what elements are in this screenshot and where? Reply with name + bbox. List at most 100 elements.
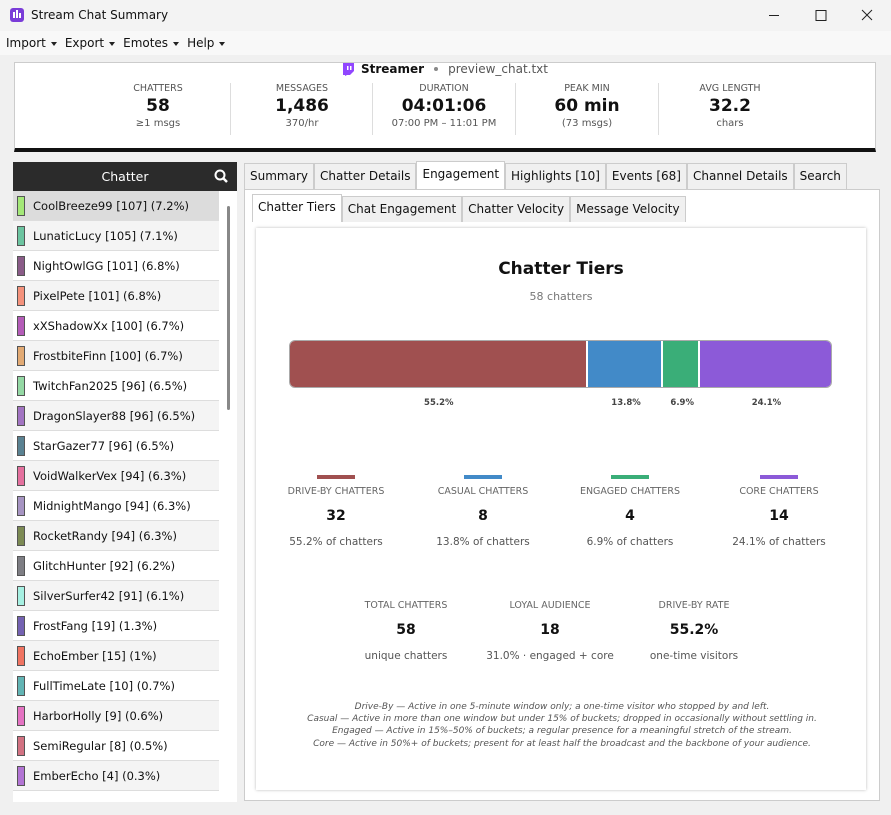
stat-sub: 370/hr bbox=[285, 118, 319, 129]
sub-tab[interactable]: Chatter Velocity bbox=[462, 196, 571, 222]
tab[interactable]: Chatter Details bbox=[314, 163, 417, 189]
tier-note: Drive-By — Active in one 5-minute window… bbox=[354, 702, 770, 712]
chatter-row[interactable]: CoolBreeze99 [107] (7.2%) bbox=[13, 191, 219, 221]
tab[interactable]: Highlights [10] bbox=[505, 163, 606, 189]
chatter-row[interactable]: FullTimeLate [10] (0.7%) bbox=[13, 671, 219, 701]
divider bbox=[372, 83, 373, 135]
divider bbox=[515, 83, 516, 135]
stream-info: Streamer preview_chat.txt bbox=[15, 61, 875, 77]
chatter-row[interactable]: NightOwlGG [101] (6.8%) bbox=[13, 251, 219, 281]
color-swatch bbox=[17, 465, 25, 486]
color-swatch bbox=[17, 705, 25, 726]
stat-value: 32.2 bbox=[709, 96, 751, 116]
chatter-row[interactable]: LunaticLucy [105] (7.1%) bbox=[13, 221, 219, 251]
stat-sub: chars bbox=[716, 118, 744, 129]
stat: CHATTERS 58 ≥1 msgs bbox=[87, 83, 230, 129]
color-swatch bbox=[17, 615, 25, 636]
divider bbox=[658, 83, 659, 135]
stat-label: AVG LENGTH bbox=[699, 83, 761, 94]
tier-share: 55.2% of chatters bbox=[289, 536, 383, 548]
stat: MESSAGES 1,486 370/hr bbox=[231, 83, 374, 129]
segment-percent: 24.1% bbox=[751, 398, 782, 408]
stat: DURATION 04:01:06 07:00 PM – 11:01 PM bbox=[373, 83, 516, 129]
chatter-row[interactable]: TwitchFan2025 [96] (6.5%) bbox=[13, 371, 219, 401]
main-tabs: Summary Chatter Details Engagement Highligh… bbox=[244, 161, 847, 189]
twitch-icon bbox=[343, 62, 354, 76]
chatter-row[interactable]: HarborHolly [9] (0.6%) bbox=[13, 701, 219, 731]
chatter-row[interactable]: GlitchHunter [92] (6.2%) bbox=[13, 551, 219, 581]
color-swatch bbox=[17, 345, 25, 366]
tab[interactable]: Channel Details bbox=[686, 163, 794, 189]
tier-share: 6.9% of chatters bbox=[586, 536, 674, 548]
color-swatch bbox=[17, 645, 25, 666]
chatter-label: HarborHolly [9] (0.6%) bbox=[33, 708, 164, 723]
chatter-label: TwitchFan2025 [96] (6.5%) bbox=[33, 378, 188, 393]
chatter-list: CoolBreeze99 [107] (7.2%) LunaticLucy [10… bbox=[13, 191, 237, 791]
window-title: Stream Chat Summary bbox=[31, 8, 169, 22]
color-swatch bbox=[17, 405, 25, 426]
chatter-label: SemiRegular [8] (0.5%) bbox=[33, 738, 168, 753]
tier-count: 32 bbox=[326, 508, 346, 524]
tier-note: Casual — Active in more than one window … bbox=[307, 714, 817, 725]
tier-swatch bbox=[611, 475, 649, 479]
chatter-row[interactable]: SemiRegular [8] (0.5%) bbox=[13, 731, 219, 761]
sub-tab[interactable]: Chatter Tiers bbox=[252, 194, 342, 222]
total-label: LOYAL AUDIENCE bbox=[509, 600, 591, 611]
color-swatch bbox=[17, 675, 25, 696]
separator-dot bbox=[434, 67, 439, 71]
sidebar-title: Chatter bbox=[101, 169, 149, 184]
stat-label: CHATTERS bbox=[133, 83, 183, 94]
window-controls[interactable] bbox=[760, 0, 891, 31]
chatter-row[interactable]: RocketRandy [94] (6.3%) bbox=[13, 521, 219, 551]
stat-label: PEAK MIN bbox=[564, 83, 610, 94]
chatter-row[interactable]: StarGazer77 [96] (6.5%) bbox=[13, 431, 219, 461]
tab[interactable]: Search bbox=[793, 163, 847, 189]
chatter-row[interactable]: EchoEmber [15] (1%) bbox=[13, 641, 219, 671]
stat-value: 60 min bbox=[554, 96, 620, 116]
chatter-row[interactable]: VoidWalkerVex [94] (6.3%) bbox=[13, 461, 219, 491]
color-swatch bbox=[17, 555, 25, 576]
color-swatch bbox=[17, 195, 25, 216]
tab[interactable]: Events [68] bbox=[605, 163, 687, 189]
segment-percent: 55.2% bbox=[424, 398, 454, 408]
total-value: 58 bbox=[396, 622, 416, 638]
chatter-row[interactable]: SilverSurfer42 [91] (6.1%) bbox=[13, 581, 219, 611]
chatter-row[interactable]: xXShadowXx [100] (6.7%) bbox=[13, 311, 219, 341]
streamer-name: Streamer bbox=[361, 62, 425, 76]
color-swatch bbox=[17, 735, 25, 756]
tab[interactable]: Summary bbox=[244, 163, 314, 189]
tier-count: 4 bbox=[625, 508, 635, 524]
menu-item[interactable]: Import bbox=[6, 31, 57, 55]
chatter-label: MidnightMango [94] (6.3%) bbox=[33, 498, 191, 513]
scrollbar-thumb[interactable] bbox=[227, 206, 230, 410]
segment-percent: 13.8% bbox=[611, 398, 641, 408]
tier-segment bbox=[663, 341, 701, 387]
menu-item[interactable]: Export bbox=[65, 31, 115, 55]
color-swatch bbox=[17, 585, 25, 606]
chatter-row[interactable]: PixelPete [101] (6.8%) bbox=[13, 281, 219, 311]
menu-item[interactable]: Help bbox=[187, 31, 225, 55]
tier-note: Core — Active in 50%+ of buckets; presen… bbox=[313, 738, 811, 749]
chatter-row[interactable]: MidnightMango [94] (6.3%) bbox=[13, 491, 219, 521]
tier-swatch bbox=[760, 475, 798, 479]
tab[interactable]: Engagement bbox=[416, 161, 506, 189]
chatter-row[interactable]: FrostbiteFinn [100] (6.7%) bbox=[13, 341, 219, 371]
tier-count: 14 bbox=[769, 508, 789, 524]
search-icon[interactable] bbox=[214, 169, 228, 183]
tier-swatch bbox=[464, 475, 502, 479]
sub-tab[interactable]: Message Velocity bbox=[570, 196, 686, 222]
chatter-label: EchoEmber [15] (1%) bbox=[33, 648, 157, 663]
chatter-label: SilverSurfer42 [91] (6.1%) bbox=[33, 588, 185, 603]
chatter-row[interactable]: EmberEcho [4] (0.3%) bbox=[13, 761, 219, 791]
chatter-label: LunaticLucy [105] (7.1%) bbox=[33, 228, 178, 243]
tier-note: Engaged — Active in 15%–50% of buckets; … bbox=[332, 726, 792, 737]
chatter-row[interactable]: DragonSlayer88 [96] (6.5%) bbox=[13, 401, 219, 431]
chatter-label: NightOwlGG [101] (6.8%) bbox=[33, 258, 180, 273]
tier-name: DRIVE-BY CHATTERS bbox=[287, 486, 385, 497]
sub-tab[interactable]: Chat Engagement bbox=[341, 196, 463, 222]
title-bar: Stream Chat Summary bbox=[0, 0, 891, 31]
total-sub: unique chatters bbox=[364, 650, 448, 662]
menu-item[interactable]: Emotes bbox=[123, 31, 179, 55]
chatter-label: FrostbiteFinn [100] (6.7%) bbox=[33, 348, 183, 363]
chatter-row[interactable]: FrostFang [19] (1.3%) bbox=[13, 611, 219, 641]
